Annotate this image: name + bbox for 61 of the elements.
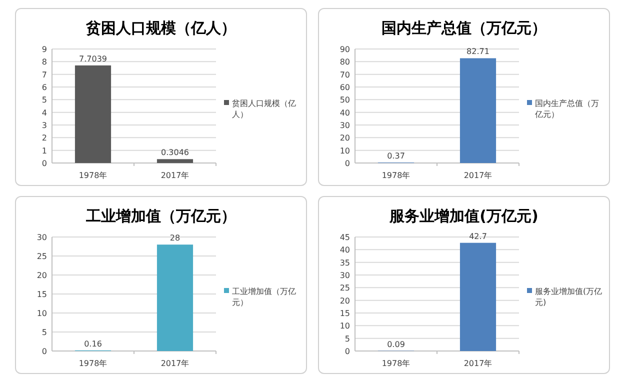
y-tick-label: 10: [340, 146, 350, 156]
data-label: 42.7: [469, 232, 487, 241]
data-label: 0.16: [84, 339, 102, 348]
y-tick-label: 25: [340, 284, 350, 293]
x-tick-label: 1978年: [382, 359, 410, 368]
y-tick-label: 40: [340, 108, 350, 118]
y-tick-label: 20: [340, 134, 350, 143]
chart-title: 工业增加值（万亿元）: [85, 207, 236, 225]
y-tick-label: 90: [340, 45, 350, 54]
x-tick-label: 2017年: [160, 171, 190, 180]
chart-title: 贫困人口规模（亿人）: [85, 19, 236, 37]
y-tick-label: 4: [42, 108, 47, 118]
y-tick-label: 10: [36, 309, 47, 318]
x-tick-label: 2017年: [160, 359, 190, 368]
y-tick-label: 20: [36, 271, 47, 280]
chart-title: 国内生产总值（万亿元）: [382, 19, 546, 37]
y-tick-label: 45: [340, 233, 350, 242]
y-tick-label: 40: [340, 246, 350, 255]
x-tick-label: 2017年: [464, 171, 492, 180]
y-tick-label: 7: [42, 70, 47, 80]
y-tick-label: 3: [42, 121, 47, 130]
data-label: 28: [170, 234, 180, 243]
x-tick-label: 2017年: [464, 359, 492, 368]
y-tick-label: 5: [42, 328, 47, 337]
data-label: 7.7039: [79, 54, 107, 64]
y-tick-label: 0: [42, 159, 47, 168]
data-label: 0.37: [387, 152, 405, 161]
y-tick-label: 2: [42, 134, 47, 143]
y-tick-label: 25: [36, 252, 47, 261]
chart-title: 服务业增加值(万亿元): [388, 207, 538, 225]
y-tick-label: 8: [42, 58, 47, 67]
data-label: 0.3046: [161, 148, 189, 158]
y-tick-label: 1: [42, 146, 47, 156]
x-tick-label: 1978年: [78, 171, 108, 180]
y-tick-label: 0: [42, 347, 47, 356]
x-tick-label: 1978年: [382, 171, 410, 180]
y-tick-label: 15: [340, 309, 350, 318]
y-tick-label: 50: [340, 96, 350, 105]
y-tick-label: 15: [36, 290, 47, 299]
legend-label: 工业增加值（万亿元）: [232, 287, 296, 307]
y-tick-label: 0: [344, 347, 350, 356]
y-tick-label: 0: [344, 159, 350, 168]
x-tick-label: 1978年: [78, 359, 108, 368]
data-label: 0.09: [387, 340, 405, 349]
legend-label: 国内生产总值（万亿元）: [534, 99, 599, 119]
y-tick-label: 70: [340, 70, 350, 80]
y-tick-label: 6: [42, 83, 47, 92]
y-tick-label: 10: [340, 322, 350, 331]
y-tick-label: 20: [340, 296, 350, 306]
y-tick-label: 5: [42, 96, 47, 105]
y-tick-label: 5: [344, 334, 350, 344]
y-tick-label: 30: [340, 121, 350, 130]
legend-label: 服务业增加值(万亿元): [535, 287, 602, 307]
y-tick-label: 30: [36, 233, 47, 242]
data-label: 82.71: [466, 47, 490, 56]
y-tick-label: 60: [340, 83, 350, 92]
y-tick-label: 80: [340, 58, 350, 67]
y-tick-label: 9: [42, 45, 47, 54]
y-tick-label: 30: [340, 271, 350, 280]
y-tick-label: 35: [340, 258, 350, 268]
legend-label: 贫困人口规模（亿人）: [232, 99, 296, 119]
